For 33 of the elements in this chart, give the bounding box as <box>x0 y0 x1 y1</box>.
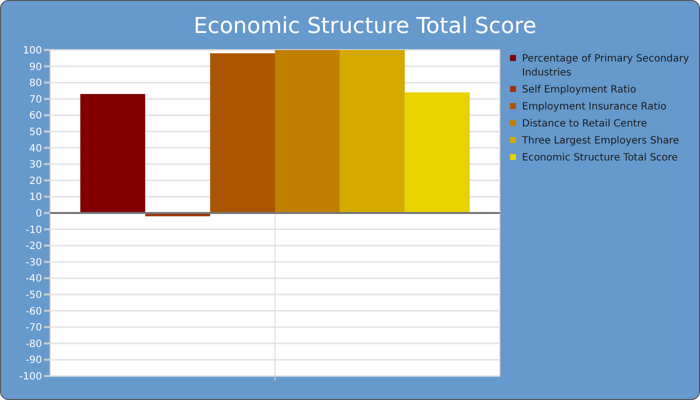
y-tick-label: -100 <box>19 372 42 382</box>
y-tick-label: 100 <box>22 46 42 56</box>
y-tick-label: -50 <box>26 290 42 301</box>
y-tick-label: 90 <box>29 62 42 73</box>
bar <box>210 53 275 213</box>
y-tick-label: -10 <box>26 224 42 236</box>
y-tick-label: 50 <box>29 127 42 138</box>
legend-label: Percentage of Primary Secondary Industries <box>522 54 690 78</box>
y-tick-label: -80 <box>26 338 42 350</box>
y-tick-label: 10 <box>29 192 42 204</box>
legend-label: Employment Insurance Ratio <box>522 102 666 112</box>
legend-label: Self Employment Ratio <box>522 84 636 96</box>
y-tick-label: 70 <box>29 94 42 106</box>
legend-label: Economic Structure Total Score <box>522 152 678 164</box>
bar <box>340 50 405 213</box>
y-tick-label: -40 <box>26 274 42 285</box>
y-tick-label: 60 <box>29 110 42 122</box>
legend-label: Distance to Retail Centre <box>522 118 647 130</box>
y-tick-label: 20 <box>29 176 42 187</box>
chart-title: Economic Structure Total Score <box>194 14 536 39</box>
y-tick-label: -20 <box>26 241 42 252</box>
y-tick-label: 0 <box>36 208 42 220</box>
y-tick-label: -70 <box>26 322 42 334</box>
y-tick-label: 80 <box>29 78 42 90</box>
y-tick-label: 30 <box>29 160 42 171</box>
y-tick-label: -90 <box>26 355 42 366</box>
bar <box>80 94 146 213</box>
y-tick-label: -30 <box>26 257 42 268</box>
bar <box>404 92 470 213</box>
legend-label: Three Largest Employers Share <box>521 136 679 146</box>
bar <box>275 50 340 213</box>
y-tick-label: -60 <box>26 306 42 318</box>
y-tick-label: 40 <box>29 143 42 154</box>
